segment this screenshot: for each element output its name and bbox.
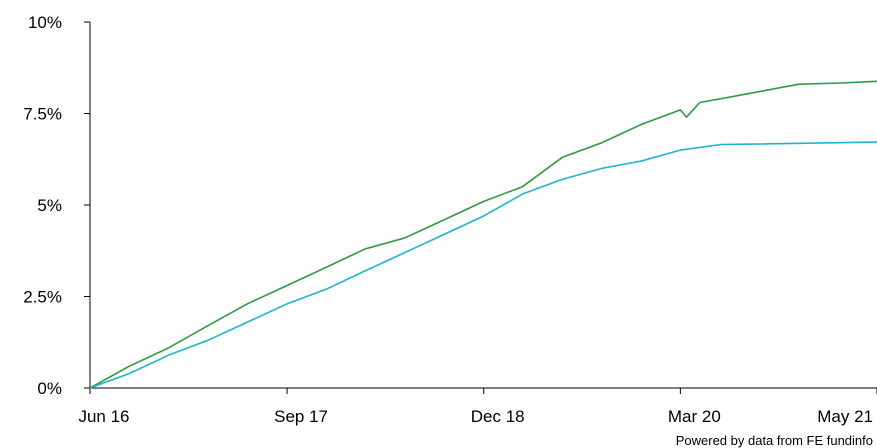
y-ticks: 0% 2.5% 5% 7.5% 10% xyxy=(23,13,90,398)
data-credit: Powered by data from FE fundinfo xyxy=(675,433,873,448)
y-tick-label: 5% xyxy=(37,196,62,215)
y-tick-label: 7.5% xyxy=(23,105,62,124)
series-line-1 xyxy=(89,80,877,389)
series-line-2 xyxy=(89,141,877,389)
x-tick-label: Dec 18 xyxy=(471,407,525,426)
y-tick-label: 10% xyxy=(28,13,62,32)
x-tick-label: Mar 20 xyxy=(668,407,721,426)
y-tick-label: 0% xyxy=(37,379,62,398)
y-tick-label: 2.5% xyxy=(23,288,62,307)
x-ticks: Jun 16 Sep 17 Dec 18 Mar 20 May 21 xyxy=(78,388,877,426)
x-tick-label: Sep 17 xyxy=(274,407,328,426)
axes xyxy=(89,22,877,389)
series-lines xyxy=(89,80,877,389)
x-tick-label: Jun 16 xyxy=(78,407,129,426)
x-tick-label: May 21 xyxy=(817,407,873,426)
